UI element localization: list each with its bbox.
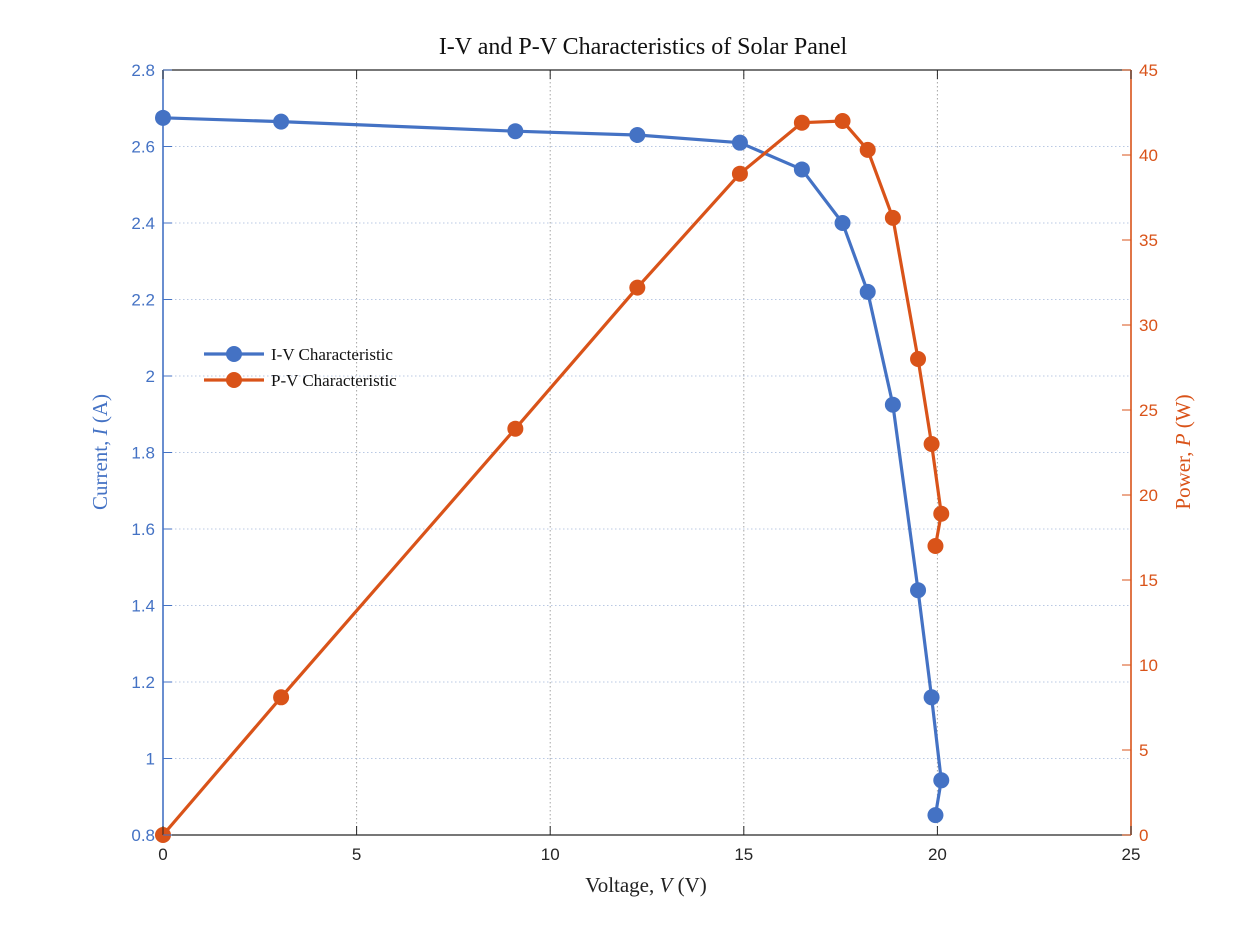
y-left-tick-label: 1.4 <box>131 597 155 616</box>
series-iv <box>155 109 950 824</box>
data-point-iv <box>793 161 810 178</box>
y-left-tick-label: 2.8 <box>131 61 155 80</box>
y-right-tick-label: 0 <box>1139 826 1148 845</box>
y-left-tick-label: 0.8 <box>131 826 155 845</box>
legend-label-pv: P-V Characteristic <box>271 371 397 390</box>
legend: I-V Characteristic P-V Characteristic <box>204 345 397 390</box>
data-point-pv <box>629 279 646 296</box>
y-left-tick-label: 2.4 <box>131 214 155 233</box>
y-left-tick-label: 1.6 <box>131 520 155 539</box>
data-point-iv <box>927 807 944 824</box>
y-right-tick-label: 10 <box>1139 656 1158 675</box>
data-point-iv <box>507 123 524 140</box>
y-right-tick-label: 15 <box>1139 571 1158 590</box>
series-layer <box>155 109 950 843</box>
y-left-tick-label: 2.2 <box>131 291 155 310</box>
y-right-tick-label: 25 <box>1139 401 1158 420</box>
data-point-pv <box>731 165 748 182</box>
data-point-iv <box>629 127 646 144</box>
x-tick-label: 5 <box>352 845 361 864</box>
x-tick-label: 15 <box>734 845 753 864</box>
data-point-pv <box>273 689 290 706</box>
legend-marker-pv <box>226 372 242 388</box>
x-axis-label: Voltage, V (V) <box>585 873 707 897</box>
data-point-pv <box>927 538 944 554</box>
y-right-axis-ticks: 0 5 10 15 20 25 30 35 40 45 <box>1122 61 1158 845</box>
data-point-iv <box>273 113 290 130</box>
y-right-tick-label: 45 <box>1139 61 1158 80</box>
data-point-iv <box>834 215 851 231</box>
series-pv <box>155 113 950 843</box>
x-tick-label: 0 <box>158 845 167 864</box>
y-left-tick-label: 1 <box>146 750 155 769</box>
x-tick-label: 20 <box>928 845 947 864</box>
data-point-iv <box>155 109 171 126</box>
data-point-iv <box>859 283 876 300</box>
data-point-iv <box>923 689 940 706</box>
y-right-tick-label: 30 <box>1139 316 1158 335</box>
y-right-axis-label: Power, P (W) <box>1171 394 1195 509</box>
y-right-tick-label: 40 <box>1139 146 1158 165</box>
data-point-pv <box>933 505 950 522</box>
data-point-pv <box>834 113 851 129</box>
grid <box>163 70 1131 835</box>
data-point-pv <box>923 436 940 452</box>
legend-marker-iv <box>226 346 242 362</box>
y-left-tick-label: 1.8 <box>131 444 155 463</box>
y-left-tick-label: 2 <box>146 367 155 386</box>
data-point-iv <box>884 396 901 413</box>
x-tick-label: 25 <box>1122 845 1141 864</box>
y-left-axis-ticks: 0.8 1 1.2 1.4 1.6 1.8 2 2.2 2.4 2.6 2.8 <box>131 61 172 845</box>
data-point-iv <box>933 772 950 789</box>
data-point-iv <box>910 582 927 599</box>
data-point-pv <box>859 141 876 158</box>
x-tick-label: 10 <box>541 845 560 864</box>
chart-title: I-V and P-V Characteristics of Solar Pan… <box>439 34 848 60</box>
data-point-pv <box>884 209 901 226</box>
legend-label-iv: I-V Characteristic <box>271 345 393 364</box>
y-right-tick-label: 20 <box>1139 486 1158 505</box>
y-left-axis-label: Current, I (A) <box>88 394 112 510</box>
y-right-tick-label: 5 <box>1139 741 1148 760</box>
data-point-pv <box>910 351 927 367</box>
data-point-pv <box>793 114 810 131</box>
x-axis-ticks: 0 5 10 15 20 25 <box>158 70 1140 864</box>
data-point-iv <box>731 134 748 151</box>
data-point-pv <box>507 420 524 437</box>
y-left-tick-label: 2.6 <box>131 138 155 157</box>
y-left-tick-label: 1.2 <box>131 673 155 692</box>
y-right-tick-label: 35 <box>1139 231 1158 250</box>
